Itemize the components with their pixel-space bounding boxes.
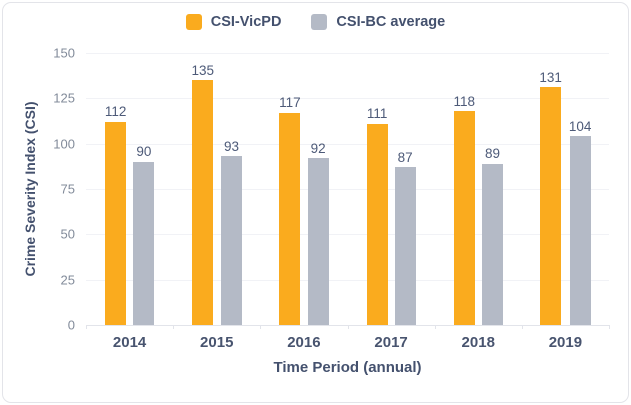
- x-category-label-2017: 2017: [374, 334, 408, 351]
- bar-column: 93: [221, 140, 242, 325]
- bar-csi-bc-average-2015: [221, 156, 242, 325]
- bar-group-2018: 118 89: [435, 53, 522, 325]
- x-axis-tick: [260, 325, 262, 329]
- bar-column: 104: [568, 118, 592, 325]
- y-tick-label: 100: [53, 136, 75, 152]
- x-axis-tick: [434, 325, 436, 329]
- y-tick-label: 150: [53, 45, 75, 61]
- bar-column: 118: [453, 95, 475, 325]
- x-axis-tick: [609, 325, 610, 329]
- plot-area: 112 90 135 93 117 92 111 87 118 89 131 104: [86, 53, 610, 329]
- x-axis-tick: [521, 325, 523, 329]
- bar-value-label: 111: [366, 106, 388, 122]
- x-category-label-2016: 2016: [287, 334, 321, 351]
- legend-swatch-icon: [185, 14, 202, 30]
- bar-value-label: 131: [539, 69, 562, 85]
- x-axis-tick: [86, 325, 87, 329]
- legend-swatch-icon: [311, 14, 328, 30]
- y-tick-label: 75: [60, 181, 75, 197]
- bar-csi-bc-average-2016: [307, 158, 329, 325]
- bar-csi-vicpd-2019: [540, 87, 562, 325]
- gridline: [86, 98, 609, 100]
- bar-group-2016: 117 92: [260, 53, 347, 325]
- gridline: [86, 189, 609, 190]
- bar-group-2015: 135 93: [173, 53, 260, 325]
- bar-csi-bc-average-2017: [394, 167, 416, 325]
- legend-item-csi-vicpd[interactable]: CSI-VicPD: [185, 14, 282, 30]
- bar-csi-vicpd-2016: [279, 112, 301, 325]
- bar-csi-vicpd-2017: [366, 123, 388, 325]
- bar-value-label: 117: [279, 95, 301, 111]
- y-tick-label: 0: [67, 317, 75, 333]
- y-axis-tick-labels: 0 25 50 75 100 125 150: [3, 46, 75, 333]
- gridline: [86, 143, 609, 145]
- y-tick-label: 125: [53, 90, 75, 106]
- bar-column: 87: [394, 149, 416, 325]
- x-axis-tick: [173, 325, 175, 329]
- bar-column: 131: [539, 71, 562, 325]
- bar-column: 92: [307, 140, 329, 325]
- legend-item-csi-bc-average[interactable]: CSI-BC average: [311, 14, 445, 30]
- x-category-label-2015: 2015: [200, 334, 234, 351]
- bar-csi-vicpd-2018: [453, 111, 475, 325]
- bar-csi-bc-average-2014: [133, 161, 155, 325]
- x-axis-title: Time Period (annual): [273, 359, 422, 376]
- gridline: [86, 279, 609, 281]
- x-axis-category-labels: 2014 2015 2016 2017 2018 2019: [86, 334, 609, 354]
- bar-value-label: 89: [484, 146, 501, 162]
- bar-column: 112: [104, 104, 127, 325]
- bar-csi-vicpd-2014: [105, 121, 127, 325]
- x-category-label-2018: 2018: [461, 334, 495, 351]
- bar-csi-bc-average-2019: [569, 136, 591, 325]
- x-category-label-2014: 2014: [112, 334, 147, 351]
- bar-column: 135: [191, 64, 214, 325]
- bar-column: 89: [482, 147, 503, 325]
- x-category-label-2019: 2019: [548, 334, 583, 351]
- bar-column: 117: [279, 96, 301, 325]
- bar-value-label: 90: [136, 144, 152, 160]
- bar-column: 111: [366, 106, 388, 325]
- bar-value-label: 92: [310, 140, 326, 156]
- y-tick-label: 25: [60, 272, 75, 288]
- bar-csi-bc-average-2018: [482, 163, 503, 325]
- chart-legend: CSI-VicPD CSI-BC average: [3, 14, 628, 30]
- bar-group-2017: 111 87: [348, 53, 435, 325]
- bar-group-2019: 131 104: [522, 53, 609, 325]
- bar-value-label: 135: [191, 62, 214, 78]
- gridline: [86, 53, 609, 54]
- bar-value-label: 104: [568, 118, 592, 134]
- bar-group-2014: 112 90: [86, 53, 173, 325]
- y-tick-label: 50: [60, 226, 75, 242]
- bar-column: 90: [133, 144, 155, 325]
- legend-label: CSI-BC average: [336, 14, 446, 30]
- x-axis-tick: [347, 325, 349, 329]
- bar-value-label: 93: [223, 138, 240, 154]
- bar-value-label: 118: [453, 93, 475, 109]
- gridline: [86, 234, 609, 236]
- bar-value-label: 112: [104, 104, 127, 120]
- legend-label: CSI-VicPD: [210, 14, 282, 30]
- bar-value-label: 87: [397, 149, 413, 165]
- bar-csi-vicpd-2015: [192, 80, 214, 325]
